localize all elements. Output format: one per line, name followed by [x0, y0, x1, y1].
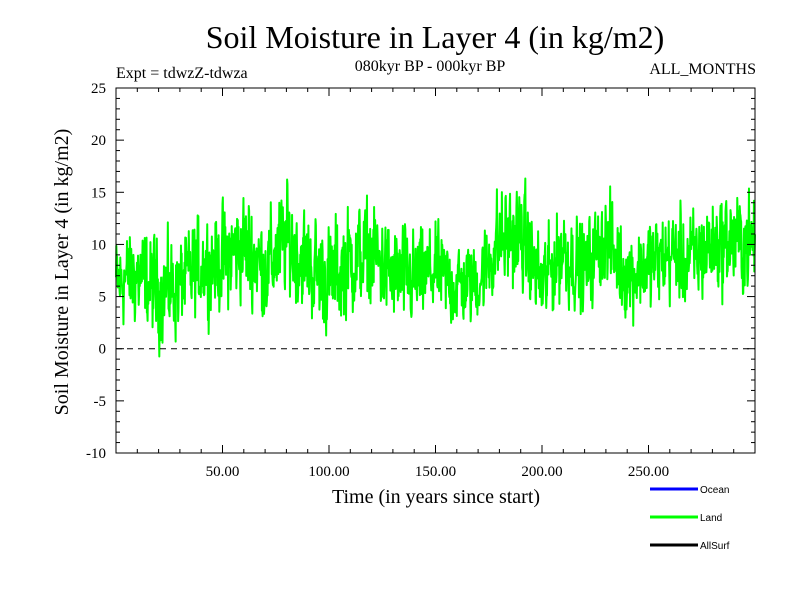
legend: Ocean Land AllSurf [650, 485, 730, 552]
months-label: ALL_MONTHS [649, 61, 756, 78]
y-tick-label: 15 [91, 185, 106, 201]
experiment-label: Expt = tdwzZ-tdwza [116, 65, 248, 82]
chart-title: Soil Moisture in Layer 4 (in kg/m2) [206, 19, 665, 55]
y-tick-label: 20 [91, 133, 106, 149]
y-tick-label: 0 [99, 342, 107, 358]
plot-frame [115, 87, 756, 454]
x-tick-label: 100.00 [308, 464, 349, 480]
legend-label-allsurf: AllSurf [700, 541, 730, 552]
x-tick-label: 50.00 [206, 464, 240, 480]
y-axis-title: Soil Moisture in Layer 4 (in kg/m2) [51, 129, 73, 416]
y-tick-label: 25 [91, 81, 106, 97]
series-line-land [115, 177, 756, 358]
y-tick-label: -5 [94, 394, 107, 410]
x-tick-label: 250.00 [628, 464, 669, 480]
legend-label-ocean: Ocean [700, 485, 729, 496]
y-tick-label: -10 [86, 446, 106, 462]
y-tick-label: 10 [91, 237, 106, 253]
x-axis-title: Time (in years since start) [332, 486, 540, 508]
legend-label-land: Land [700, 513, 722, 524]
x-tick-label: 200.00 [521, 464, 562, 480]
x-tick-label: 150.00 [415, 464, 456, 480]
y-tick-label: 5 [99, 290, 107, 306]
ticks-layer: -10 -5 0 5 10 15 20 25 50.00 100.00 150.00 200.00 25… [86, 81, 755, 480]
series-layer [115, 177, 756, 358]
y-axis-title-group: Soil Moisture in Layer 4 (in kg/m2) [51, 129, 73, 416]
period-label: 080kyr BP - 000kyr BP [355, 58, 506, 75]
